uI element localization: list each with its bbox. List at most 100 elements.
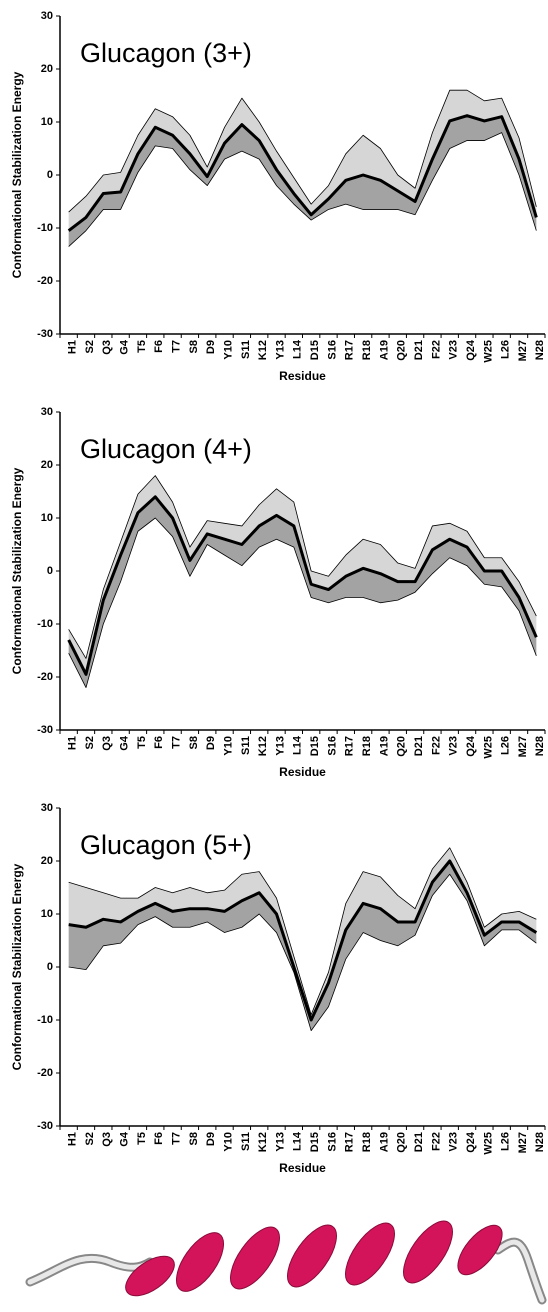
x-tick-label: F6 [153, 340, 165, 353]
x-tick-label: V23 [448, 736, 460, 756]
x-tick-label: D21 [413, 340, 425, 360]
y-tick-label: 20 [41, 855, 53, 867]
x-tick-label: A19 [378, 340, 390, 360]
x-tick-label: Q24 [465, 339, 477, 361]
x-tick-label: S8 [188, 736, 200, 749]
x-tick-label: Q3 [101, 1132, 113, 1147]
y-tick-label: -10 [37, 618, 53, 630]
bound-line [68, 517, 537, 688]
x-tick-label: L14 [292, 1131, 304, 1151]
y-tick-label: 10 [41, 908, 53, 920]
y-tick-label: -30 [37, 328, 53, 340]
x-tick-label: W25 [482, 340, 494, 363]
mean-line [68, 859, 538, 1022]
chart-title: Glucagon (5+) [80, 830, 252, 860]
x-tick-label: D15 [309, 1132, 321, 1152]
x-tick-label: T7 [170, 736, 182, 749]
x-tick-label: D9 [205, 1132, 217, 1146]
x-tick-label: H1 [67, 1132, 79, 1146]
x-tick-label: S2 [84, 1132, 96, 1145]
y-tick-label: -10 [37, 222, 53, 234]
x-tick-label: S11 [240, 736, 252, 755]
y-tick-label: 0 [47, 169, 53, 181]
helix-turn [125, 1255, 175, 1297]
y-tick-label: -10 [37, 1014, 53, 1026]
x-tick-label: F22 [430, 736, 442, 755]
x-tick-label: K12 [257, 1132, 269, 1152]
mean-line [67, 495, 538, 676]
x-tick-label: R18 [361, 340, 373, 360]
x-tick-label: F22 [430, 1132, 442, 1151]
x-axis-label: Residue [279, 369, 326, 383]
x-tick-label: S16 [326, 1132, 338, 1152]
x-tick-label: T5 [136, 340, 148, 353]
x-tick-label: K12 [257, 736, 269, 756]
y-tick-label: -30 [37, 724, 53, 736]
x-tick-label: Y13 [274, 736, 286, 756]
x-tick-label: N28 [534, 1132, 546, 1152]
y-tick-label: 10 [41, 512, 53, 524]
y-tick-label: -20 [37, 671, 53, 683]
helix-turn [230, 1226, 280, 1290]
helix-turn [345, 1222, 395, 1286]
x-tick-label: Q24 [465, 735, 477, 757]
helix-illustration [25, 1220, 547, 1305]
y-tick-label: 20 [41, 63, 53, 75]
x-tick-label: S2 [84, 736, 96, 749]
x-tick-label: D15 [309, 736, 321, 756]
helix-turn [457, 1224, 503, 1276]
x-tick-label: D15 [309, 340, 321, 360]
y-tick-label: -20 [37, 1067, 53, 1079]
x-tick-label: R17 [344, 340, 356, 360]
y-tick-label: 20 [41, 459, 53, 471]
band-shading [68, 496, 537, 688]
y-tick-label: -20 [37, 275, 53, 287]
chart-title: Glucagon (4+) [80, 434, 252, 464]
x-tick-label: L14 [292, 735, 304, 755]
bound-line [68, 132, 537, 247]
x-tick-label: T7 [170, 340, 182, 353]
x-tick-label: N28 [534, 340, 546, 360]
bound-line [68, 89, 537, 213]
chart-title: Glucagon (3+) [80, 38, 252, 68]
band-shading [68, 847, 537, 1020]
x-tick-label: F22 [430, 340, 442, 359]
x-tick-label: Q20 [396, 340, 408, 361]
x-tick-label: M27 [517, 736, 529, 757]
x-tick-label: Q24 [465, 1131, 477, 1153]
x-tick-label: L26 [500, 340, 512, 359]
x-tick-label: M27 [517, 1132, 529, 1153]
bound-line [68, 873, 537, 1031]
x-tick-label: Y10 [222, 340, 234, 360]
y-tick-label: 30 [41, 802, 53, 814]
x-tick-label: D21 [413, 736, 425, 756]
x-tick-label: L26 [500, 736, 512, 755]
x-tick-label: D9 [205, 736, 217, 750]
bound-line [68, 847, 537, 1016]
y-tick-label: 30 [41, 406, 53, 418]
helix-turn [403, 1220, 453, 1284]
x-tick-label: K12 [257, 340, 269, 360]
x-tick-label: R17 [344, 1132, 356, 1152]
y-tick-label: 0 [47, 565, 53, 577]
x-tick-label: A19 [378, 736, 390, 756]
x-tick-label: W25 [482, 736, 494, 759]
x-tick-label: Y13 [274, 340, 286, 360]
y-axis-label: Conformational Stabilization Energy [10, 467, 24, 674]
x-tick-label: S8 [188, 340, 200, 353]
x-tick-label: Y10 [222, 736, 234, 756]
coil-tube [493, 1237, 547, 1305]
x-axis-label: Residue [279, 1161, 326, 1175]
x-tick-label: R18 [361, 736, 373, 756]
x-tick-label: F6 [153, 736, 165, 749]
x-tick-label: H1 [67, 736, 79, 750]
x-tick-label: S11 [240, 340, 252, 359]
x-tick-label: S16 [326, 736, 338, 756]
x-tick-label: G4 [119, 1131, 131, 1147]
y-tick-label: 0 [47, 961, 53, 973]
x-tick-label: M27 [517, 340, 529, 361]
x-tick-label: R18 [361, 1132, 373, 1152]
x-tick-label: R17 [344, 736, 356, 756]
band-shading [68, 475, 537, 675]
